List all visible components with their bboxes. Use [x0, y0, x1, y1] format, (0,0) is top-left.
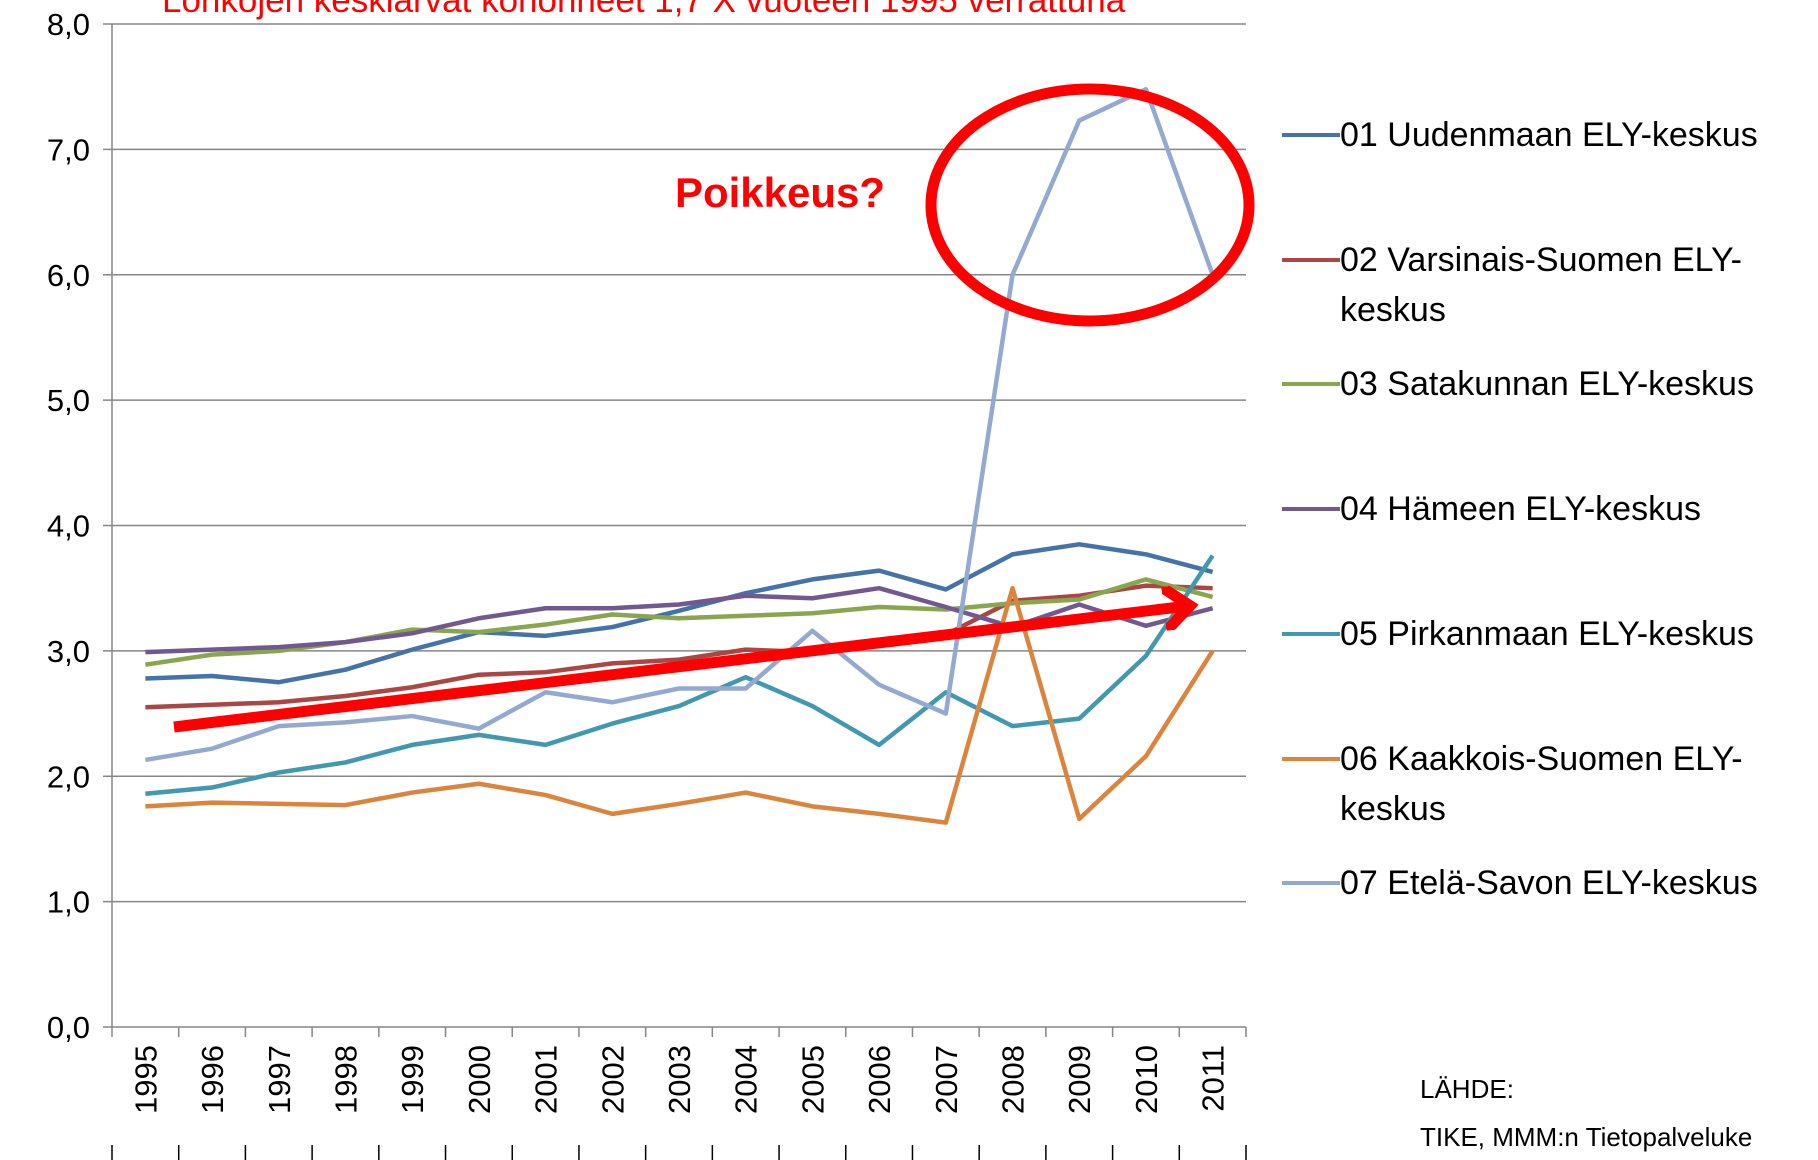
- legend-label: 07 Etelä-Savon ELY-keskus: [1340, 864, 1758, 903]
- x-tick-label: 2005: [795, 1045, 830, 1114]
- y-tick-label: 5,0: [47, 383, 90, 418]
- x-tick-label: 1995: [128, 1045, 163, 1114]
- source-text: TIKE, MMM:n Tietopalveluke: [1420, 1122, 1752, 1152]
- legend-entry: 04 Hämeen ELY-keskus: [1282, 484, 1810, 534]
- legend-entry: 02 Varsinais-Suomen ELY-keskus: [1282, 235, 1810, 335]
- x-tick-label: 2000: [462, 1045, 497, 1114]
- legend-swatch: [1282, 881, 1340, 886]
- x-tick-label: 2011: [1196, 1045, 1231, 1112]
- series-line: [145, 583, 1213, 710]
- x-tick-label: 1996: [195, 1045, 230, 1114]
- legend-entry: 05 Pirkanmaan ELY-keskus: [1282, 609, 1810, 659]
- legend-label: 05 Pirkanmaan ELY-keskus: [1340, 614, 1754, 653]
- series-line: [145, 585, 1215, 825]
- x-tick-label: 2004: [729, 1045, 764, 1114]
- legend-entry: 03 Satakunnan ELY-keskus: [1282, 359, 1810, 409]
- y-tick-label: 3,0: [47, 634, 90, 669]
- legend-swatch: [1282, 631, 1340, 636]
- series-line: [145, 554, 1215, 797]
- x-tick-label: 2008: [996, 1045, 1031, 1114]
- x-tick-label: 1997: [262, 1045, 297, 1114]
- y-tick-label: 6,0: [47, 258, 90, 293]
- annotation: Poikkeus?: [675, 169, 885, 216]
- legend-label: 01 Uudenmaan ELY-keskus: [1340, 116, 1758, 154]
- x-tick-label: 2006: [862, 1045, 897, 1114]
- chart-title: Lohkojen keskiarvat kohonneet 1,7 X vuot…: [162, 0, 1126, 20]
- series-line: [144, 86, 1215, 763]
- legend-swatch: [1282, 382, 1340, 387]
- legend-label: 02 Varsinais-Suomen ELY-keskus: [1340, 240, 1742, 329]
- x-tick-label: 2010: [1129, 1045, 1164, 1114]
- y-tick-label: 7,0: [47, 132, 90, 167]
- legend-label: 06 Kaakkois-Suomen ELY-keskus: [1340, 739, 1743, 828]
- legend-label: 04 Hämeen ELY-keskus: [1340, 490, 1701, 529]
- x-tick-label: 2003: [662, 1045, 697, 1114]
- y-tick-label: 2,0: [47, 759, 90, 794]
- legend-swatch: [1282, 257, 1340, 262]
- y-tick-label: 1,0: [47, 885, 90, 920]
- legend-swatch: [1282, 756, 1340, 761]
- source-label: LÄHDE:: [1420, 1074, 1514, 1104]
- legend-entry: 07 Etelä-Savon ELY-keskus: [1282, 858, 1810, 908]
- x-tick-label: 2002: [595, 1045, 630, 1114]
- x-tick-label: 1998: [328, 1045, 363, 1114]
- y-tick-label: 4,0: [47, 509, 90, 544]
- y-tick-label: 8,0: [47, 7, 90, 42]
- legend-swatch: [1282, 133, 1340, 137]
- legend-label: 03 Satakunnan ELY-keskus: [1340, 365, 1754, 404]
- x-tick-label: 2007: [929, 1045, 964, 1114]
- highlight-ellipse: [925, 83, 1255, 327]
- legend-entry: 01 Uudenmaan ELY-keskus: [1282, 110, 1810, 160]
- legend-swatch: [1282, 507, 1340, 512]
- legend-entry: 06 Kaakkois-Suomen ELY-keskus: [1282, 734, 1810, 834]
- trend-arrow: [173, 606, 1188, 733]
- x-tick-label: 2009: [1062, 1045, 1097, 1114]
- y-tick-label: 0,0: [47, 1010, 90, 1045]
- series-line: [145, 542, 1214, 685]
- x-tick-label: 1999: [395, 1045, 430, 1114]
- x-tick-label: 2001: [529, 1045, 564, 1114]
